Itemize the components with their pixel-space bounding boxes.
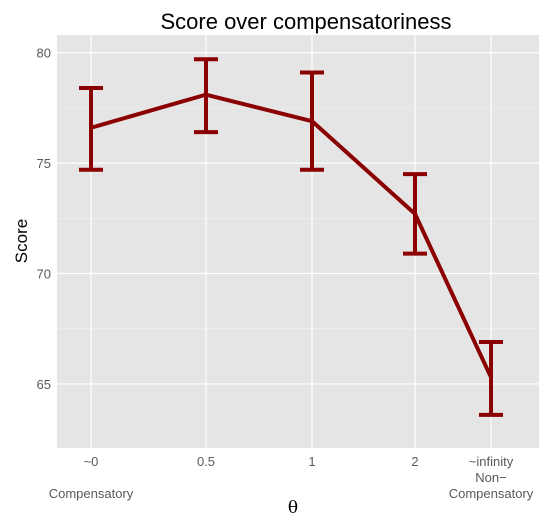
annotation-compensatory: Compensatory [49, 486, 134, 501]
annotation-non: Non− [475, 470, 506, 485]
x-tick-label: 0.5 [197, 454, 215, 469]
error-bar [300, 70, 324, 172]
chart-title: Score over compensatoriness [160, 9, 451, 34]
y-axis-title: Score [12, 219, 31, 263]
minor-gridlines [57, 107, 539, 330]
error-bar [194, 57, 218, 135]
y-tick-label: 70 [37, 267, 51, 282]
x-tick-label: ~infinity [469, 454, 514, 469]
x-axis-title: θ [288, 498, 298, 518]
major-gridlines [57, 35, 539, 448]
series-layer [79, 57, 503, 417]
x-tick-label: ~0 [84, 454, 99, 469]
x-tick-label: 2 [411, 454, 418, 469]
plot-panel [57, 35, 539, 448]
y-tick-label: 65 [37, 377, 51, 392]
annotation-noncompensatory: Compensatory [449, 486, 534, 501]
error-bar [479, 339, 503, 417]
x-tick-labels: ~0 0.5 1 2 ~infinity [84, 454, 514, 469]
y-tick-labels: 65 70 75 80 [37, 46, 51, 392]
error-bar [403, 172, 427, 256]
y-tick-label: 75 [37, 156, 51, 171]
error-bar [79, 86, 103, 172]
y-tick-label: 80 [37, 46, 51, 61]
x-tick-label: 1 [308, 454, 315, 469]
